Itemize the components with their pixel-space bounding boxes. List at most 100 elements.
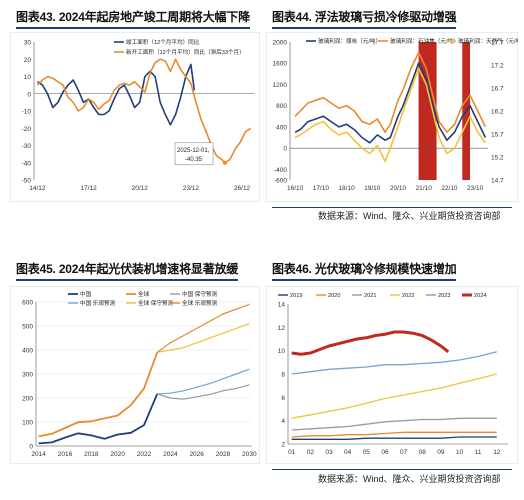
x-tick-label: 23/10 xyxy=(467,185,484,192)
chart-46: 14 12 10 8 6 4 201 02 03 04 05 06 07 08 09 10 11 12 2019 20… xyxy=(266,286,518,464)
y-tick-label-right: 16.7 xyxy=(491,86,504,93)
y-tick-label: 600 xyxy=(22,300,33,307)
chart-title-45: 图表45. 2024年起光伏装机增速将显著放缓 xyxy=(16,260,238,281)
x-tick-label: 2018 xyxy=(84,451,99,458)
series-line-5 xyxy=(157,323,250,353)
annotation-box xyxy=(174,142,214,166)
series-line-5 xyxy=(291,351,497,375)
series-line-6 xyxy=(291,330,450,356)
legend-label: 中国 乐观预测 xyxy=(80,299,116,307)
series-line-3 xyxy=(294,67,487,163)
y-tick-label: 500 xyxy=(22,324,33,331)
x-tick-label: 23/12 xyxy=(183,185,200,192)
source-note-bottom: 数据来源：Wind、隆众、兴业期货投资咨询部 xyxy=(318,474,501,484)
x-tick-label: 09 xyxy=(437,449,445,456)
y-tick-label: 800 xyxy=(276,103,287,110)
y-tick-label-right: 17.2 xyxy=(491,63,504,70)
legend-label: 玻璃利润：煤炭（元/吨） xyxy=(318,37,381,45)
y-tick-label: 4 xyxy=(281,418,285,425)
legend-label: 2021 xyxy=(364,293,376,299)
x-tick-label: 21/10 xyxy=(416,185,433,192)
plot-frame xyxy=(266,286,518,464)
x-tick-label: 04 xyxy=(344,449,352,456)
y-tick-label: 6 xyxy=(281,395,285,402)
y-tick-label: -400 xyxy=(274,167,287,174)
y-tick-label-right: 14.7 xyxy=(491,178,504,185)
annotation-text-date: 2025-12-01, xyxy=(177,148,210,154)
x-tick-label: 06 xyxy=(381,449,389,456)
y-tick-label: 400 xyxy=(276,124,287,131)
x-tick-label: 20/12 xyxy=(132,185,149,192)
chart-title-46: 图表46. 光伏玻璃冷修规模快速增加 xyxy=(272,260,457,281)
chart-title-44: 图表44. 浮法玻璃亏损冷修驱动增强 xyxy=(272,8,457,29)
x-tick-label: 17/10 xyxy=(313,185,330,192)
chart-title-43: 图表43. 2024年起房地产竣工周期将大幅下降 xyxy=(16,8,250,29)
y-tick-label: 8 xyxy=(281,372,285,379)
y-tick-label: 100 xyxy=(22,420,33,427)
x-tick-label: 14/12 xyxy=(29,185,46,192)
y-tick-label: 2 xyxy=(281,442,285,449)
x-tick-label: 12 xyxy=(493,449,501,456)
y-tick-label-right: 16.2 xyxy=(491,109,504,116)
x-tick-label: 22/10 xyxy=(441,185,458,192)
chart-44: 2000 1600 1200 800 400 0 -400 -600 17.7 17.2 16.7 1… xyxy=(266,32,518,202)
x-tick-label: 03 xyxy=(325,449,333,456)
y-tick-label-right: 15.2 xyxy=(491,155,504,162)
y-tick-label: 2000 xyxy=(273,40,288,47)
separator-bottom xyxy=(272,469,512,470)
y-tick-label: 0 xyxy=(29,444,33,451)
x-tick-label: 11 xyxy=(475,449,482,456)
legend-label: 2020 xyxy=(328,293,340,299)
y-tick-label-right: 15.7 xyxy=(491,132,504,139)
series-line-1 xyxy=(294,62,487,144)
x-tick-label: 17/12 xyxy=(80,185,97,192)
x-tick-label: 2014 xyxy=(31,451,46,458)
series-line-1 xyxy=(291,436,497,440)
legend-label: 2019 xyxy=(290,293,302,299)
y-tick-label: 400 xyxy=(22,348,33,355)
series-line-1 xyxy=(36,63,196,126)
x-tick-label: 2026 xyxy=(189,451,204,458)
x-tick-label: 2016 xyxy=(58,451,73,458)
x-tick-label: 02 xyxy=(307,449,315,456)
series-line-2 xyxy=(291,431,497,438)
x-tick-label: 18/10 xyxy=(338,185,355,192)
y-tick-label: 200 xyxy=(22,396,33,403)
series-line-2 xyxy=(38,352,159,438)
x-tick-label: 01 xyxy=(288,449,296,456)
legend-label: 全球 xyxy=(138,290,150,298)
y-tick-label: -40 xyxy=(22,160,32,167)
source-note-top: 数据来源：Wind、隆众、兴业期货投资咨询部 xyxy=(318,211,501,221)
series-line-4 xyxy=(291,373,497,419)
y-tick-label: 14 xyxy=(278,302,286,309)
y-tick-label: -50 xyxy=(22,178,32,185)
legend-label: 2024 xyxy=(474,293,486,299)
legend-label: 玻璃利润：天然气（元/吨） xyxy=(458,37,518,45)
legend-label: 2022 xyxy=(402,293,414,299)
y-tick-label: 1600 xyxy=(273,61,288,68)
legend-label: 竣工面积（12个月平均）同比 xyxy=(126,38,200,46)
annotation-point xyxy=(223,160,228,165)
legend-label: 中国 保守预测 xyxy=(182,290,218,298)
series-line-3 xyxy=(291,417,497,431)
x-tick-label: 2020 xyxy=(110,451,125,458)
y-tick-label: 300 xyxy=(22,372,33,379)
annotation-text-value: -40.35 xyxy=(185,157,203,163)
y-tick-label-right: 17.7 xyxy=(491,40,504,47)
legend-label: 2023 xyxy=(438,293,450,299)
legend-label: 新开工面积（12个月平均）同比（滞后33个月） xyxy=(126,48,245,56)
y-tick-label: -30 xyxy=(22,143,32,150)
y-tick-label: 30 xyxy=(24,40,32,47)
legend-label: 中国 xyxy=(80,290,92,298)
series-line-3 xyxy=(157,384,250,400)
x-tick-label: 2022 xyxy=(137,451,152,458)
legend-label: 全球 乐观预测 xyxy=(182,299,218,307)
legend-label: 玻璃利润：石油焦（元/吨） xyxy=(390,37,459,45)
y-tick-label: -600 xyxy=(274,178,287,185)
x-tick-label: 05 xyxy=(363,449,371,456)
x-tick-label: 19/10 xyxy=(364,185,381,192)
x-tick-label: 07 xyxy=(400,449,408,456)
series-line-2 xyxy=(294,51,487,133)
